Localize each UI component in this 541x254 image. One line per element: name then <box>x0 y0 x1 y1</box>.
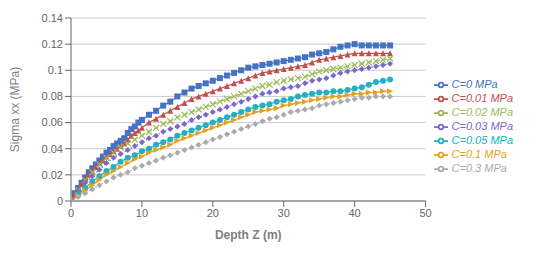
svg-text:0: 0 <box>57 195 63 207</box>
svg-text:0.02: 0.02 <box>42 169 63 181</box>
svg-text:0.06: 0.06 <box>42 116 63 128</box>
html-text:C=0.03 MPa: C=0.03 MPa <box>451 120 513 132</box>
svg-text:0.04: 0.04 <box>42 143 63 155</box>
svg-text:Sigma xx (MPa): Sigma xx (MPa) <box>8 67 22 152</box>
svg-text:0.14: 0.14 <box>42 12 63 24</box>
html-text:C=0.1 MPa: C=0.1 MPa <box>451 148 507 161</box>
svg-text:0.08: 0.08 <box>42 90 63 102</box>
svg-text:30: 30 <box>278 207 290 219</box>
html-text:C=0.3 MPa: C=0.3 MPa <box>451 162 507 175</box>
svg-text:0.1: 0.1 <box>48 64 63 76</box>
svg-text:50: 50 <box>419 207 431 219</box>
svg-text:20: 20 <box>207 207 219 219</box>
svg-text:0.12: 0.12 <box>42 38 63 50</box>
svg-text:Depth Z (m): Depth Z (m) <box>215 228 282 242</box>
html-text:C=0.01 MPa: C=0.01 MPa <box>451 91 513 104</box>
svg-text:10: 10 <box>136 207 148 219</box>
html-text:C=0 MPa: C=0 MPa <box>451 77 498 90</box>
svg-text:40: 40 <box>349 207 361 219</box>
html-text:C=0.05 MPa: C=0.05 MPa <box>451 134 513 146</box>
svg-text:0: 0 <box>68 207 74 219</box>
html-text:C=0.02 MPa: C=0.02 MPa <box>451 105 513 118</box>
